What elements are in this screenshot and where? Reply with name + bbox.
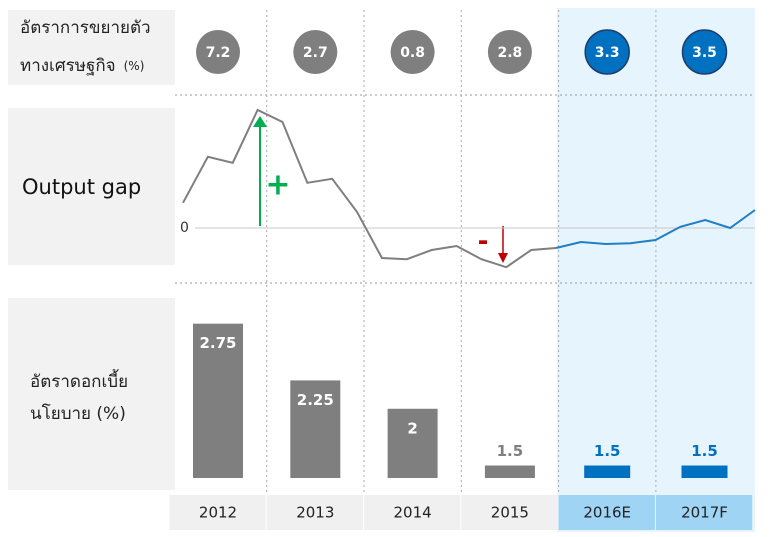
bar-label: 1.5 xyxy=(497,442,524,460)
panel-title: ทางเศรษฐกิจ (%) xyxy=(20,56,144,76)
year-cell xyxy=(461,495,558,530)
label-panel xyxy=(8,108,175,265)
bar-label: 2.25 xyxy=(297,391,334,409)
year-cell xyxy=(655,495,753,530)
growth-bubble xyxy=(681,29,728,75)
year-cell xyxy=(364,495,461,530)
bar-label: 1.5 xyxy=(594,442,621,460)
annotation: - xyxy=(478,227,489,257)
growth-label: 3.5 xyxy=(692,45,717,61)
x-tick-label: 2013 xyxy=(296,504,334,522)
policy-rate-bar xyxy=(681,465,728,478)
x-tick-label: 2014 xyxy=(394,504,432,522)
y-tick-label: 0 xyxy=(180,220,189,236)
x-tick-label: 2017F xyxy=(681,504,728,522)
growth-label: 0.8 xyxy=(400,45,425,61)
growth-bubble xyxy=(584,29,630,75)
x-tick-label: 2016E xyxy=(583,504,631,522)
policy-rate-bar xyxy=(584,465,631,478)
label-panel xyxy=(8,298,175,490)
growth-label: 2.8 xyxy=(497,45,522,61)
policy-rate-bar xyxy=(193,323,243,478)
panel-title: อัตราการขยายตัว xyxy=(20,18,151,38)
panel-title: นโยบาย (%) xyxy=(30,403,126,424)
column-separators xyxy=(266,10,657,495)
year-cell xyxy=(558,495,655,530)
bar-label: 1.5 xyxy=(691,442,718,460)
unit: (%) xyxy=(124,59,145,73)
bar-label: 2 xyxy=(407,419,417,437)
growth-label: 3.3 xyxy=(595,45,620,61)
label-panel xyxy=(8,10,175,85)
output-gap-line xyxy=(555,209,756,249)
x-tick-label: 2012 xyxy=(199,504,237,522)
panel-title: อัตราดอกเบี้ย xyxy=(30,369,128,392)
policy-rate-bar xyxy=(290,380,341,478)
year-cell xyxy=(266,495,363,530)
arrowhead xyxy=(253,116,267,127)
panel-title-line: ทางเศรษฐกิจ xyxy=(20,56,116,76)
year-cell xyxy=(169,495,266,530)
growth-bubble xyxy=(196,30,240,74)
growth-label: 2.7 xyxy=(303,45,328,61)
growth-bubble xyxy=(293,30,338,74)
policy-rate-bar xyxy=(484,465,535,478)
arrowhead xyxy=(498,253,508,263)
panel-title: Output gap xyxy=(22,175,141,199)
output-gap-line xyxy=(182,108,557,269)
growth-bubble xyxy=(390,30,435,74)
annotation: + xyxy=(265,168,290,203)
x-tick-label: 2015 xyxy=(491,504,529,522)
growth-bubble xyxy=(487,30,532,74)
policy-rate-bar xyxy=(387,408,438,478)
growth-label: 7.2 xyxy=(206,45,231,61)
bar-label: 2.75 xyxy=(199,334,236,352)
